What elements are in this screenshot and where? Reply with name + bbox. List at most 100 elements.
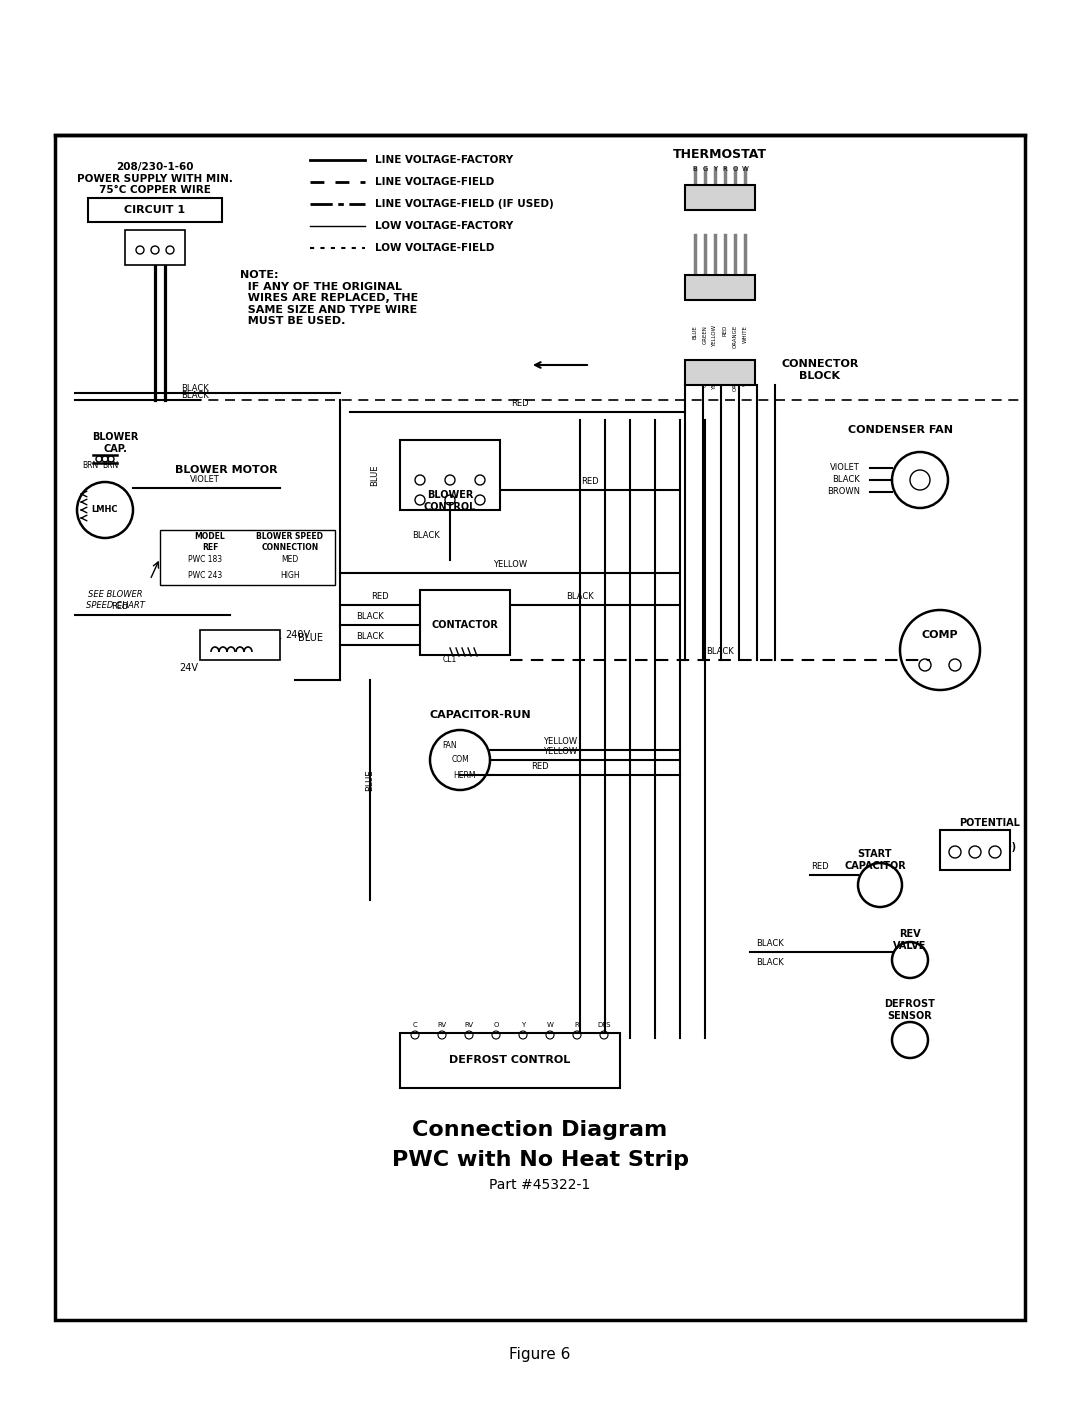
Text: LMHC: LMHC xyxy=(92,506,118,515)
Text: LINE VOLTAGE-FIELD (IF USED): LINE VOLTAGE-FIELD (IF USED) xyxy=(375,199,554,209)
Text: BLUE: BLUE xyxy=(365,770,375,791)
Text: Part #45322-1: Part #45322-1 xyxy=(489,1178,591,1192)
Text: BLACK: BLACK xyxy=(181,391,208,400)
Text: 240V: 240V xyxy=(285,629,310,639)
Text: LINE VOLTAGE-FIELD: LINE VOLTAGE-FIELD xyxy=(375,177,495,186)
Bar xyxy=(400,1032,620,1088)
Text: VIOLET: VIOLET xyxy=(831,464,860,472)
Text: O: O xyxy=(494,1022,499,1028)
Bar xyxy=(125,230,185,265)
Text: NOTE:
  IF ANY OF THE ORIGINAL
  WIRES ARE REPLACED, THE
  SAME SIZE AND TYPE WI: NOTE: IF ANY OF THE ORIGINAL WIRES ARE R… xyxy=(240,271,418,327)
Text: DFS: DFS xyxy=(597,1022,611,1028)
Text: FAN: FAN xyxy=(443,740,457,750)
Text: MODEL
REF: MODEL REF xyxy=(194,533,226,552)
Text: WHITE: WHITE xyxy=(743,367,747,386)
Text: PWC with No Heat Strip: PWC with No Heat Strip xyxy=(391,1150,689,1171)
Text: ORANGE: ORANGE xyxy=(732,367,738,391)
Text: BLUE: BLUE xyxy=(692,325,698,339)
Text: 208V: 208V xyxy=(200,629,225,639)
Text: BLUE: BLUE xyxy=(692,367,698,381)
Text: CONDENSER FAN: CONDENSER FAN xyxy=(848,425,953,435)
Text: GREEN: GREEN xyxy=(702,367,707,387)
Text: RED: RED xyxy=(372,592,389,601)
Text: BLACK: BLACK xyxy=(356,613,383,621)
Text: WHITE: WHITE xyxy=(743,325,747,343)
Text: HIGH: HIGH xyxy=(280,571,300,579)
Text: PWC 183: PWC 183 xyxy=(188,555,222,565)
Text: HERM: HERM xyxy=(454,771,476,780)
Text: RED: RED xyxy=(111,601,129,611)
Text: RV: RV xyxy=(464,1022,473,1028)
Text: RED: RED xyxy=(723,367,728,380)
Bar xyxy=(55,135,1025,1321)
Text: BLACK: BLACK xyxy=(833,475,860,485)
Text: YELLOW: YELLOW xyxy=(492,559,527,569)
Text: BLACK: BLACK xyxy=(706,646,734,656)
Text: 24V: 24V xyxy=(179,663,198,673)
Text: W: W xyxy=(742,165,748,172)
Text: RED: RED xyxy=(723,325,728,336)
Text: RED: RED xyxy=(511,400,529,408)
Text: B: B xyxy=(692,165,698,172)
Text: LINE VOLTAGE-FACTORY: LINE VOLTAGE-FACTORY xyxy=(375,156,513,165)
Text: R: R xyxy=(723,165,727,172)
Text: ORANGE: ORANGE xyxy=(732,325,738,348)
Text: BLUE: BLUE xyxy=(298,632,323,644)
Text: YELLOW: YELLOW xyxy=(543,747,577,756)
Text: BLACK: BLACK xyxy=(566,592,594,601)
Text: CAPACITOR-RUN: CAPACITOR-RUN xyxy=(429,709,530,721)
Text: Connection Diagram: Connection Diagram xyxy=(413,1120,667,1140)
Text: BLOWER SPEED
CONNECTION: BLOWER SPEED CONNECTION xyxy=(257,533,324,552)
Text: PWC 243: PWC 243 xyxy=(188,571,222,579)
Text: YELLOW: YELLOW xyxy=(713,367,717,390)
Text: Y: Y xyxy=(713,165,717,172)
Text: CONNECTOR
BLOCK: CONNECTOR BLOCK xyxy=(781,359,859,381)
Text: BLACK: BLACK xyxy=(181,384,208,393)
Text: LOW VOLTAGE-FACTORY: LOW VOLTAGE-FACTORY xyxy=(375,222,513,231)
Text: BLACK: BLACK xyxy=(756,958,784,967)
Text: O: O xyxy=(732,165,738,172)
Text: BLUE: BLUE xyxy=(370,464,379,485)
Text: VIOLET: VIOLET xyxy=(190,475,220,484)
Text: BLOWER MOTOR: BLOWER MOTOR xyxy=(175,465,278,475)
Text: BLACK: BLACK xyxy=(756,939,784,948)
Text: RED: RED xyxy=(581,477,598,486)
Text: W: W xyxy=(546,1022,553,1028)
Text: CONTACTOR: CONTACTOR xyxy=(432,620,499,629)
Text: BRN: BRN xyxy=(102,460,118,470)
Text: RV: RV xyxy=(437,1022,446,1028)
Text: YELLOW: YELLOW xyxy=(713,325,717,348)
Text: START
CAPACITOR: START CAPACITOR xyxy=(845,850,906,871)
FancyBboxPatch shape xyxy=(87,198,222,222)
Text: POTENTIAL
RELAY
(IF USED): POTENTIAL RELAY (IF USED) xyxy=(959,819,1021,851)
Text: RED: RED xyxy=(531,763,549,771)
Text: R: R xyxy=(575,1022,579,1028)
Text: COMP: COMP xyxy=(921,629,958,639)
Text: CIRCUIT 1: CIRCUIT 1 xyxy=(124,205,186,215)
Text: BLACK: BLACK xyxy=(413,530,440,540)
Text: RED: RED xyxy=(811,862,828,871)
Text: G: G xyxy=(702,165,707,172)
Bar xyxy=(685,185,755,210)
Text: BLOWER
CONTROL: BLOWER CONTROL xyxy=(423,491,476,512)
Bar xyxy=(200,629,280,660)
Text: THERMOSTAT: THERMOSTAT xyxy=(673,149,767,161)
Text: DEFROST CONTROL: DEFROST CONTROL xyxy=(449,1054,570,1066)
Text: Y: Y xyxy=(521,1022,525,1028)
Text: SEE BLOWER
SPEED CHART: SEE BLOWER SPEED CHART xyxy=(85,590,145,610)
Text: LOW VOLTAGE-FIELD: LOW VOLTAGE-FIELD xyxy=(375,243,495,252)
Bar xyxy=(160,530,335,585)
Text: BRN: BRN xyxy=(82,460,98,470)
Text: BLACK: BLACK xyxy=(356,632,383,641)
Bar xyxy=(685,360,755,386)
Text: C: C xyxy=(413,1022,417,1028)
Text: BROWN: BROWN xyxy=(827,488,860,496)
Text: COM: COM xyxy=(451,756,469,764)
Text: REV
VALVE: REV VALVE xyxy=(893,930,927,951)
Text: MED: MED xyxy=(282,555,299,565)
Bar xyxy=(940,830,1010,871)
Bar xyxy=(400,440,500,510)
Text: 208/230-1-60
POWER SUPPLY WITH MIN.
75°C COPPER WIRE: 208/230-1-60 POWER SUPPLY WITH MIN. 75°C… xyxy=(77,163,233,195)
Text: Figure 6: Figure 6 xyxy=(510,1347,570,1363)
Text: CL1: CL1 xyxy=(443,656,457,665)
